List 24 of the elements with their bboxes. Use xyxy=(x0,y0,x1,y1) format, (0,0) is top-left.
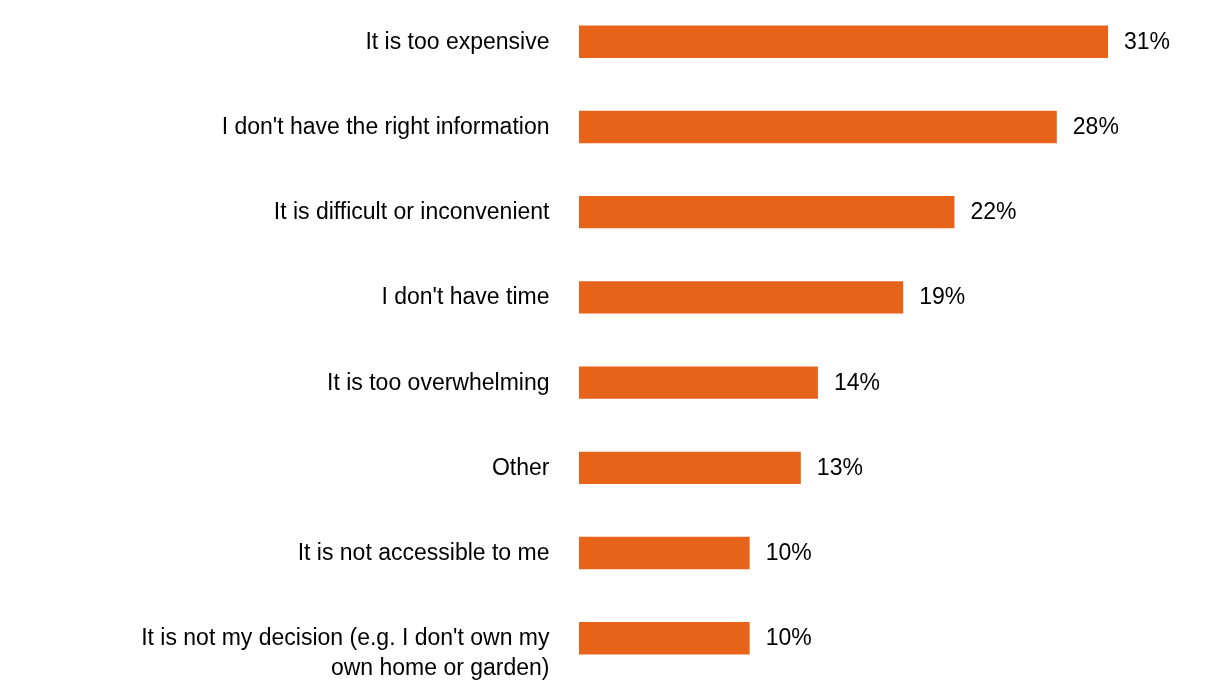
bar xyxy=(579,25,1108,58)
bar xyxy=(579,622,750,655)
y-tick-label: It is too overwhelming xyxy=(327,368,550,395)
bar xyxy=(579,366,818,399)
data-label: 10% xyxy=(765,624,812,651)
y-tick-label: It is too expensive xyxy=(365,27,550,54)
y-tick-label: It is difficult or inconvenient xyxy=(273,198,551,225)
bar xyxy=(579,451,801,485)
y-tick-label: It is not accessible to me xyxy=(297,539,550,566)
y-tick-label: I don't have time xyxy=(381,283,550,310)
data-label: 13% xyxy=(816,453,863,480)
bar xyxy=(579,195,955,229)
data-label: 10% xyxy=(765,539,812,566)
data-label: 31% xyxy=(1124,27,1171,54)
data-label: 22% xyxy=(970,198,1017,225)
y-tick-label: It is not my decision (e.g. I don't own my own home or garden) xyxy=(141,624,550,681)
bar xyxy=(579,536,750,570)
data-label: 14% xyxy=(833,368,880,395)
y-tick-label: Other xyxy=(491,453,550,480)
data-label: 28% xyxy=(1072,112,1119,139)
bar xyxy=(579,281,904,314)
data-label: 19% xyxy=(919,283,966,310)
y-tick-label: I don't have the right information xyxy=(221,112,550,139)
bar xyxy=(579,110,1057,144)
